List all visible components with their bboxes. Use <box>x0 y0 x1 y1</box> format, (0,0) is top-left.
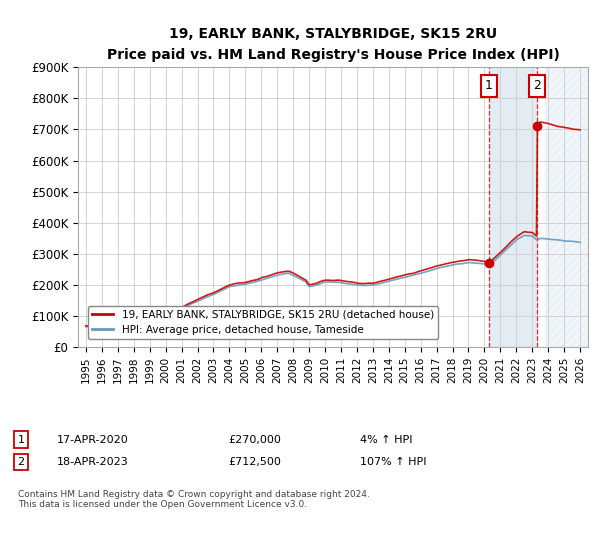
Legend: 19, EARLY BANK, STALYBRIDGE, SK15 2RU (detached house), HPI: Average price, deta: 19, EARLY BANK, STALYBRIDGE, SK15 2RU (d… <box>88 306 438 339</box>
Bar <box>545 67 588 347</box>
Text: 2: 2 <box>533 80 541 92</box>
Text: 18-APR-2023: 18-APR-2023 <box>57 457 129 467</box>
Text: 4% ↑ HPI: 4% ↑ HPI <box>360 435 413 445</box>
Text: £270,000: £270,000 <box>228 435 281 445</box>
Text: £712,500: £712,500 <box>228 457 281 467</box>
Text: 2: 2 <box>17 457 25 467</box>
Text: 1: 1 <box>17 435 25 445</box>
Text: 1: 1 <box>485 80 493 92</box>
Title: 19, EARLY BANK, STALYBRIDGE, SK15 2RU
Price paid vs. HM Land Registry's House Pr: 19, EARLY BANK, STALYBRIDGE, SK15 2RU Pr… <box>107 27 559 62</box>
Text: 17-APR-2020: 17-APR-2020 <box>57 435 129 445</box>
Text: 107% ↑ HPI: 107% ↑ HPI <box>360 457 427 467</box>
Text: Contains HM Land Registry data © Crown copyright and database right 2024.
This d: Contains HM Land Registry data © Crown c… <box>18 490 370 510</box>
Bar <box>489 67 537 347</box>
